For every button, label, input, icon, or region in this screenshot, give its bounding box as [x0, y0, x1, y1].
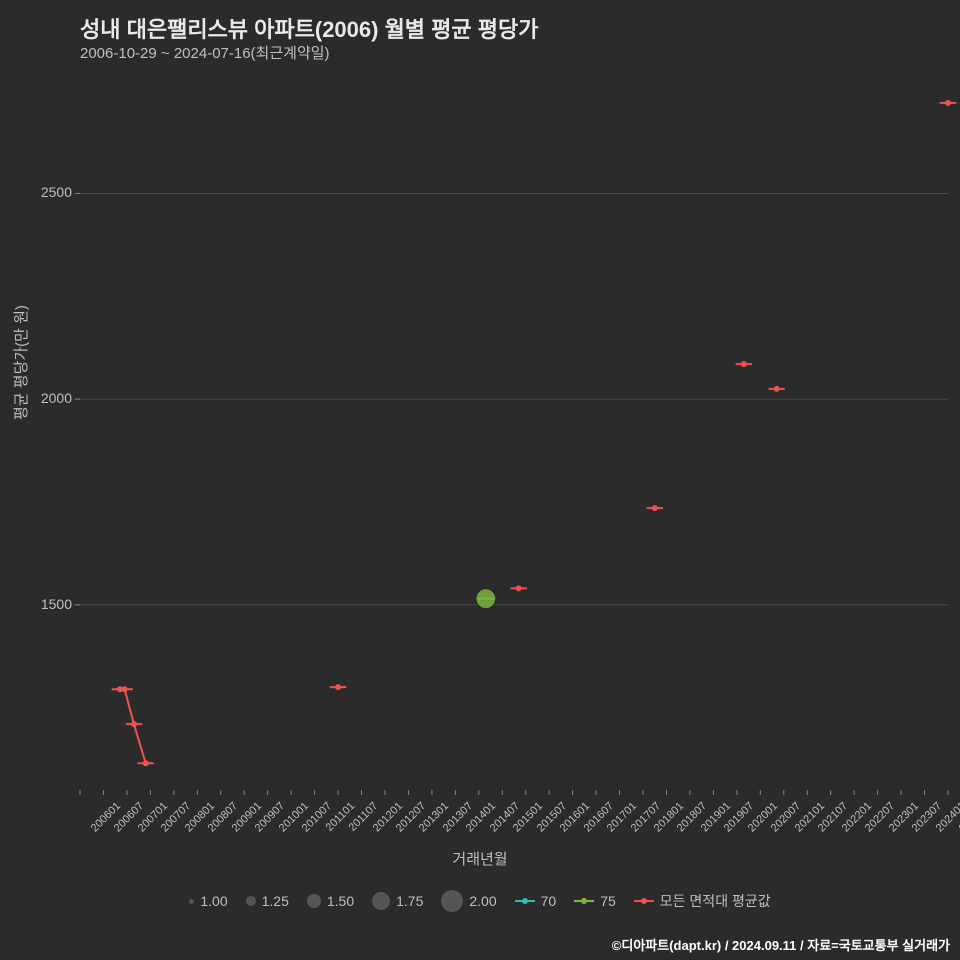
legend-size-item: 2.00 — [441, 890, 496, 912]
y-tick-label: 2000 — [22, 390, 72, 406]
legend-size-dot — [189, 899, 194, 904]
legend-color-label: 모든 면적대 평균값 — [660, 891, 771, 911]
y-tick-label: 2500 — [22, 184, 72, 200]
legend-color-swatch — [515, 900, 535, 902]
legend-size-item: 1.00 — [189, 893, 227, 909]
legend-size-label: 2.00 — [469, 893, 496, 909]
legend-color-label: 75 — [600, 893, 616, 909]
legend-color-item: 75 — [574, 893, 616, 909]
legend-color-label: 70 — [541, 893, 557, 909]
chart-container: 성내 대은팰리스뷰 아파트(2006) 월별 평균 평당가 2006-10-29… — [0, 0, 960, 960]
chart-footer: ©디아파트(dapt.kr) / 2024.09.11 / 자료=국토교통부 실… — [612, 935, 950, 954]
legend-size-dot — [307, 894, 321, 908]
legend-color-swatch — [634, 900, 654, 902]
legend: 1.00 1.25 1.50 1.75 2.00 70 75 모든 면적대 평균값 — [0, 890, 960, 912]
legend-size-dot — [372, 892, 390, 910]
y-tick-label: 1500 — [22, 596, 72, 612]
legend-size-group: 1.00 1.25 1.50 1.75 2.00 — [189, 890, 496, 912]
legend-size-label: 1.00 — [200, 893, 227, 909]
legend-color-item: 모든 면적대 평균값 — [634, 891, 771, 911]
legend-size-item: 1.50 — [307, 893, 354, 909]
legend-size-label: 1.50 — [327, 893, 354, 909]
legend-color-swatch — [574, 900, 594, 902]
legend-size-item: 1.75 — [372, 892, 423, 910]
legend-size-item: 1.25 — [246, 893, 289, 909]
legend-size-dot — [441, 890, 463, 912]
legend-size-label: 1.25 — [262, 893, 289, 909]
legend-color-group: 70 75 모든 면적대 평균값 — [515, 891, 771, 911]
legend-color-item: 70 — [515, 893, 557, 909]
legend-size-label: 1.75 — [396, 893, 423, 909]
legend-size-dot — [246, 896, 256, 906]
